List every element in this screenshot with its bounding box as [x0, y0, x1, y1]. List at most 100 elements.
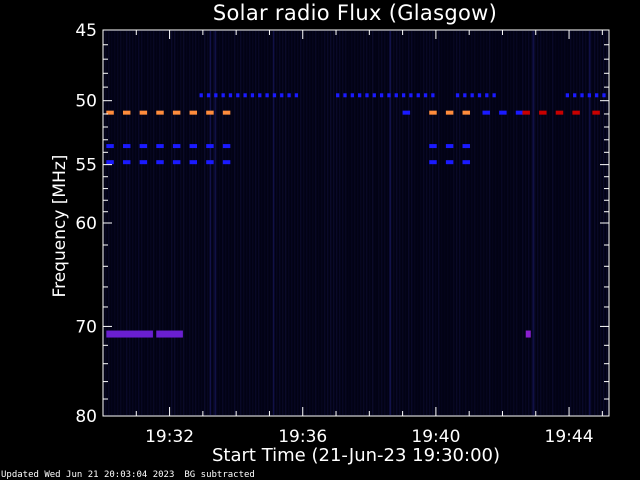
background-streak — [171, 31, 173, 415]
background-streak — [495, 31, 497, 415]
background-streak — [381, 31, 383, 415]
background-streak — [366, 31, 368, 415]
background-streak — [531, 31, 533, 415]
background-streak — [447, 31, 449, 415]
background-streak — [543, 31, 545, 415]
x-tick-label: 19:40 — [411, 427, 460, 447]
background-streak — [420, 31, 422, 415]
emission-mark — [343, 93, 347, 98]
background-streak — [426, 31, 428, 415]
background-streak — [306, 31, 308, 415]
background-streak — [126, 31, 128, 415]
emission-mark — [172, 160, 181, 165]
background-streak — [186, 31, 188, 415]
emission-mark — [280, 93, 284, 98]
background-streak — [213, 31, 215, 415]
background-streak — [318, 31, 320, 415]
background-streak — [465, 31, 467, 415]
background-streak — [141, 31, 143, 415]
emission-mark — [463, 93, 467, 98]
emission-mark — [265, 93, 269, 98]
background-streak — [372, 31, 374, 415]
background-streak — [209, 31, 212, 415]
background-streak — [393, 31, 395, 415]
background-streak — [360, 31, 362, 415]
background-streak — [534, 31, 536, 415]
background-streak — [444, 31, 446, 415]
emission-mark — [580, 93, 584, 98]
emission-mark — [139, 144, 148, 149]
emission-mark — [365, 93, 369, 98]
background-streak — [132, 31, 134, 415]
emission-mark — [402, 110, 411, 115]
emission-mark — [416, 93, 420, 98]
emission-mark — [485, 93, 489, 98]
emission-mark — [106, 160, 114, 165]
background-streak — [249, 31, 251, 415]
emission-mark — [287, 93, 291, 98]
emission-mark — [336, 93, 340, 98]
background-streak — [384, 31, 386, 415]
emission-mark — [189, 160, 198, 165]
background-streak — [315, 31, 317, 415]
emission-mark — [492, 93, 496, 98]
background-streak — [483, 31, 485, 415]
background-streak — [228, 31, 230, 415]
background-streak — [138, 31, 140, 415]
background-streak — [351, 31, 353, 415]
background-streak — [348, 31, 350, 415]
background-streak — [324, 31, 326, 415]
emission-mark — [156, 110, 164, 115]
background-streak — [513, 31, 515, 415]
emission-mark — [445, 144, 454, 149]
emission-mark — [156, 160, 164, 165]
background-streak — [312, 31, 314, 415]
emission-mark — [572, 110, 580, 115]
emission-mark — [565, 93, 570, 98]
emission-mark — [409, 93, 413, 98]
background-streak — [177, 31, 179, 415]
background-streak — [585, 31, 587, 415]
emission-mark — [122, 160, 131, 165]
background-streak — [402, 31, 404, 415]
background-streak — [589, 31, 591, 415]
emission-mark — [189, 144, 198, 149]
background-streak — [147, 31, 149, 415]
background-streak — [462, 31, 464, 415]
emission-mark — [587, 93, 591, 98]
emission-mark — [139, 110, 148, 115]
emission-mark — [429, 144, 437, 149]
background-streak — [174, 31, 176, 415]
background-streak — [468, 31, 470, 415]
x-tick-label: 19:36 — [278, 427, 327, 447]
background-streak — [405, 31, 407, 415]
background-streak — [129, 31, 131, 415]
background-streak — [570, 31, 572, 415]
background-streak — [327, 31, 329, 415]
background-streak — [183, 31, 185, 415]
background-streak — [555, 31, 557, 415]
vertical-streak-layer — [105, 31, 608, 415]
background-streak — [489, 31, 491, 415]
background-streak — [564, 31, 566, 415]
bg-note: BG subtracted — [184, 470, 255, 480]
background-streak — [204, 31, 206, 415]
emission-mark — [387, 93, 391, 98]
background-streak — [225, 31, 227, 415]
emission-mark — [477, 93, 482, 98]
y-axis-label: Frequency [MHz] — [50, 154, 70, 298]
plot-area — [103, 30, 609, 416]
background-streak — [162, 31, 164, 415]
emission-mark — [222, 160, 231, 165]
background-streak — [441, 31, 443, 415]
emission-mark — [228, 93, 233, 98]
background-streak — [432, 31, 434, 415]
background-streak — [504, 31, 506, 415]
background-streak — [552, 31, 554, 415]
background-streak — [114, 31, 116, 415]
background-streak — [435, 31, 437, 415]
emission-mark — [602, 93, 606, 98]
background-streak — [150, 31, 152, 415]
background-streak — [339, 31, 341, 415]
background-streak — [123, 31, 125, 415]
